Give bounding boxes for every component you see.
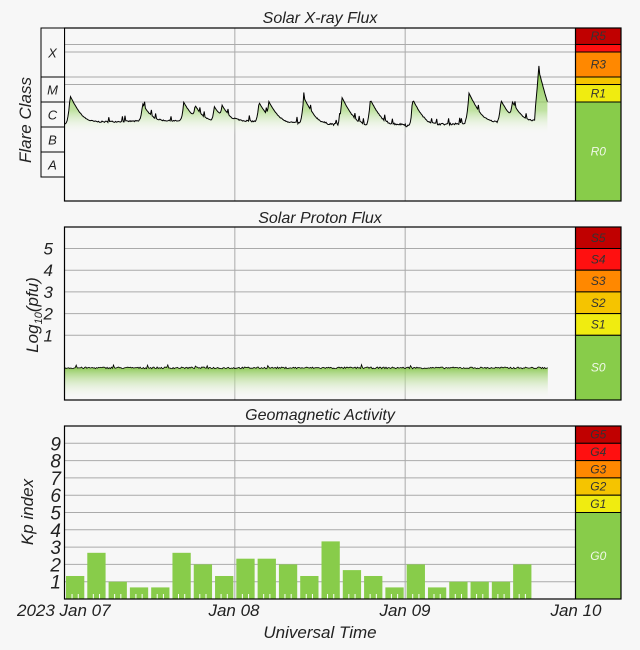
xray-title: Solar X-ray Flux: [263, 10, 379, 27]
x-tick-label-0: 2023 Jan 07: [16, 601, 111, 620]
kp-bar-0: [66, 575, 85, 599]
flare-class-label-x: X: [47, 46, 58, 61]
kp-bar-1: [87, 552, 106, 599]
proton-flux-line: [64, 363, 548, 370]
xray-scale-band: [575, 43, 622, 53]
kp-y-tick-5: 5: [50, 504, 61, 525]
proton-y-tick-3: 3: [44, 283, 54, 302]
kp-scale-label-g1: G1: [590, 497, 606, 511]
kp-bar-18: [449, 581, 468, 599]
kp-bar-12: [321, 541, 340, 599]
proton-scale-label-s1: S1: [591, 317, 606, 331]
kp-y-tick-9: 9: [50, 434, 61, 455]
flare-class-box-a: [40, 151, 65, 178]
xray-scale-label-r1: R1: [591, 86, 606, 100]
kp-y-tick-6: 6: [50, 486, 61, 507]
proton-ylabel-tail: (pfu): [23, 277, 42, 312]
kp-bar-20: [491, 581, 511, 599]
proton-scale-label-s3: S3: [591, 274, 606, 288]
flare-class-label-a: A: [47, 158, 57, 173]
kp-y-tick-1: 1: [50, 573, 61, 594]
proton-title: Solar Proton Flux: [258, 210, 383, 227]
geomag-title: Geomagnetic Activity: [245, 407, 396, 424]
kp-bar-15: [385, 587, 404, 599]
kp-y-tick-3: 3: [50, 538, 61, 559]
kp-bar-17: [427, 587, 447, 599]
xray-scale-label-r0: R0: [591, 145, 607, 159]
kp-y-tick-8: 8: [50, 452, 61, 473]
kp-bar-3: [129, 587, 149, 599]
kp-frame: [63, 425, 622, 600]
xray-scale-label-r3: R3: [591, 58, 607, 72]
kp-bar-7: [215, 575, 234, 599]
kp-scale-label-g2: G2: [590, 480, 606, 494]
kp-y-tick-4: 4: [50, 521, 61, 542]
proton-ylabel: Log10(pfu): [23, 277, 45, 353]
xray-scale-label-r5: R5: [591, 29, 607, 43]
proton-scale-label-s0: S0: [591, 361, 606, 375]
kp-y-tick-2: 2: [49, 555, 61, 576]
xray-flux-area: [64, 65, 548, 165]
kp-bar-10: [278, 564, 298, 599]
xray-scale-band: [575, 101, 622, 202]
proton-scale-label-s4: S4: [591, 252, 606, 266]
x-axis-label: Universal Time: [263, 623, 376, 642]
xray-ylabel: Flare Class: [16, 77, 35, 163]
proton-frame: [63, 226, 622, 401]
kp-ylabel: Kp index: [18, 478, 37, 545]
kp-bar-14: [364, 575, 383, 599]
flare-class-label-m: M: [47, 83, 58, 98]
kp-bar-9: [257, 558, 276, 599]
xray-flux-line: [64, 65, 548, 128]
kp-bar-16: [406, 564, 425, 599]
proton-flux-area: [64, 364, 548, 400]
proton-scale-band: [575, 334, 622, 401]
proton-panel: 1 2 3 4 5 S5 S4 S3 S2 S1 S0: [43, 226, 622, 401]
kp-scale-label-g3: G3: [590, 462, 606, 476]
x-tick-label-1: Jan 08: [207, 601, 260, 620]
proton-scale-label-s2: S2: [591, 296, 606, 310]
kp-scale-label-g5: G5: [590, 428, 606, 442]
kp-bar-4: [151, 587, 170, 599]
kp-y-tick-7: 7: [50, 469, 62, 490]
kp-bar-19: [470, 581, 489, 599]
proton-y-tick-4: 4: [44, 261, 53, 280]
kp-bar-13: [342, 570, 362, 599]
xray-scale-band: [575, 76, 622, 86]
proton-ylabel-sub: 10: [33, 311, 45, 324]
proton-scale-label-s5: S5: [591, 231, 606, 245]
proton-y-tick-5: 5: [44, 240, 54, 259]
kp-bar-11: [300, 575, 319, 599]
proton-y-tick-2: 2: [43, 305, 54, 324]
proton-ylabel-main: Log: [23, 324, 42, 353]
kp-bar-21: [513, 564, 532, 599]
flare-class-label-c: C: [48, 108, 58, 123]
kp-bar-8: [236, 558, 255, 599]
kp-scale-label-g0: G0: [590, 549, 606, 563]
flare-class-label-b: B: [48, 133, 57, 148]
kp-scale-label-g4: G4: [590, 445, 606, 459]
x-tick-label-3: Jan 10: [549, 601, 602, 620]
kp-bar-6: [193, 564, 213, 599]
kp-bar-5: [172, 552, 191, 599]
x-tick-label-2: Jan 09: [378, 601, 431, 620]
proton-y-tick-1: 1: [44, 326, 53, 345]
kp-bar-2: [108, 581, 127, 599]
